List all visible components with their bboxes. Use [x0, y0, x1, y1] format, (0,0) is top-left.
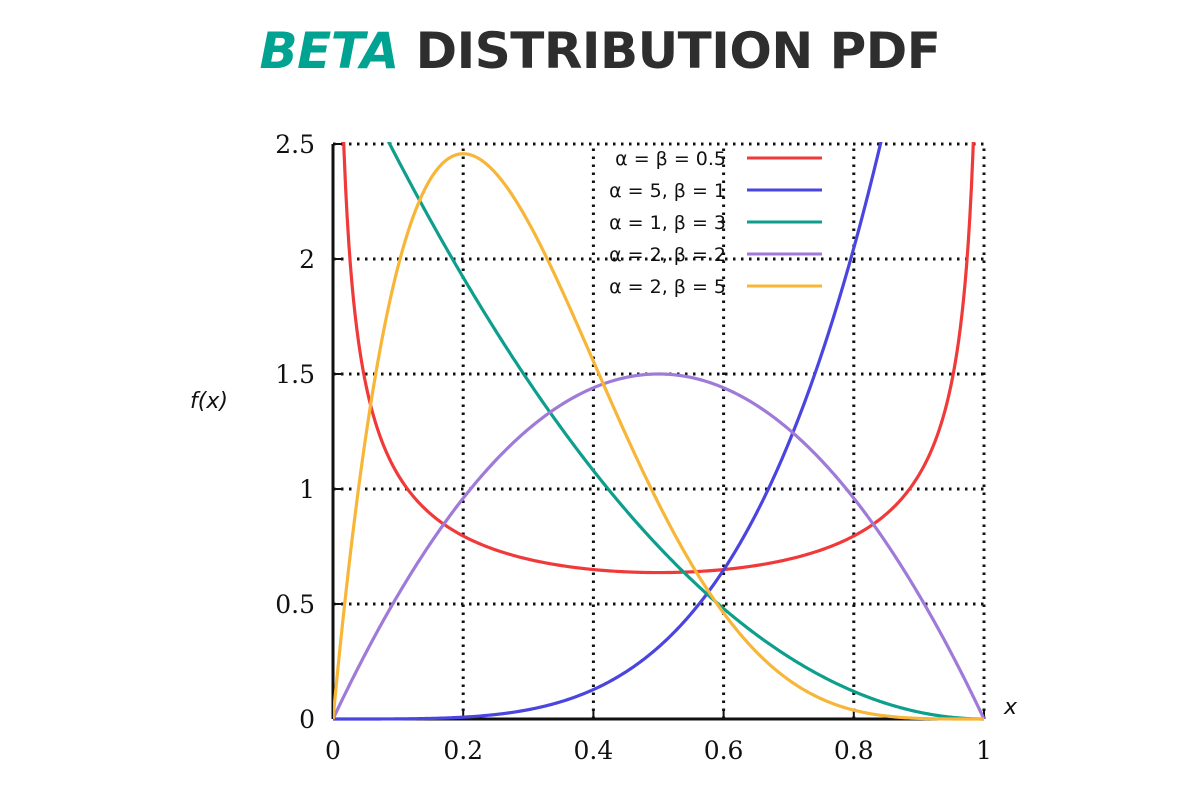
legend-label: α = 5, β = 1: [609, 180, 726, 202]
y-tick-label: 0: [299, 705, 315, 734]
x-tick-label: 0: [325, 736, 341, 765]
curve-series-2: [386, 142, 984, 721]
y-axis-label: f(x): [190, 389, 228, 414]
legend-label: α = 2, β = 5: [609, 276, 726, 298]
x-axis-label: x: [1003, 695, 1018, 720]
x-tick-label: 0.8: [834, 736, 874, 765]
pdf-curves: [333, 142, 986, 721]
legend: α = β = 0.5 α = 5, β = 1 α = 1, β = 3 α = 2…: [609, 148, 822, 298]
title-accent: BETA: [259, 22, 400, 80]
y-tick-label: 2: [299, 245, 315, 274]
y-tick-label: 1.5: [275, 360, 315, 389]
legend-label: α = 2, β = 2: [609, 244, 726, 266]
y-tick-label: 2.5: [275, 130, 315, 159]
y-tick-label: 0.5: [275, 590, 315, 619]
x-tick-label: 0.2: [443, 736, 483, 765]
tick-labels: 0 0.2 0.4 0.6 0.8 1 0 0.5 1 1.5 2 2.5: [275, 130, 992, 765]
x-tick-label: 1: [976, 736, 992, 765]
legend-label: α = β = 0.5: [615, 148, 726, 170]
title-rest: DISTRIBUTION PDF: [415, 22, 941, 80]
y-tick-label: 1: [299, 475, 315, 504]
legend-label: α = 1, β = 3: [609, 212, 726, 234]
curve-series-0: [342, 142, 975, 575]
curve-series-3: [333, 372, 986, 720]
curve-series-4: [333, 152, 984, 721]
curve-series-1: [333, 142, 883, 721]
x-tick-label: 0.4: [574, 736, 614, 765]
chart-title: BETA DISTRIBUTION PDF: [0, 22, 1200, 80]
x-tick-label: 0.6: [704, 736, 744, 765]
